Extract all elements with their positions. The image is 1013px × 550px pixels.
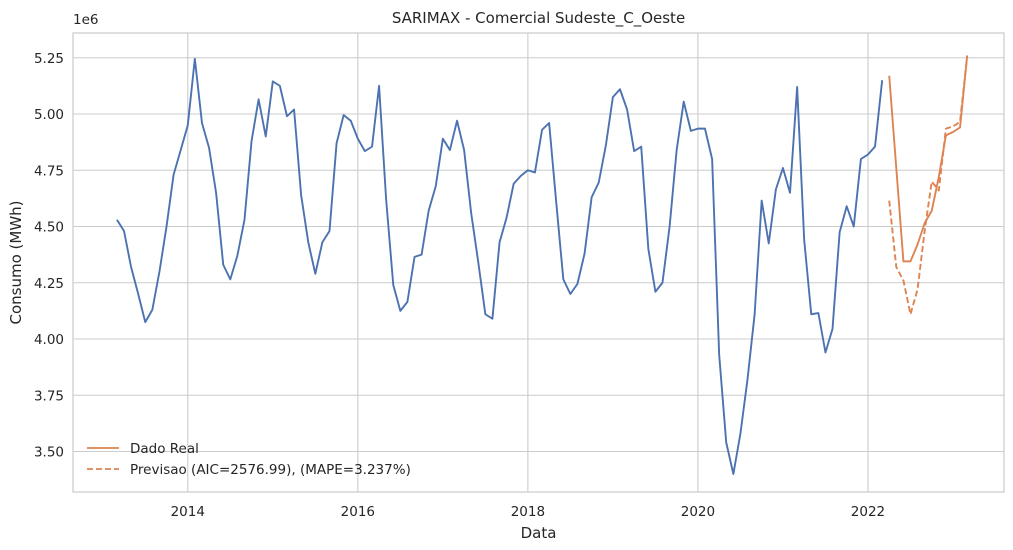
y-axis-label: Consumo (MWh) bbox=[7, 200, 25, 324]
x-tick-label: 2020 bbox=[681, 504, 715, 520]
legend-label-dado-real: Dado Real bbox=[130, 441, 199, 457]
series-layer bbox=[116, 55, 969, 475]
y-tick-label: 3.50 bbox=[34, 445, 64, 461]
x-tick-label: 2014 bbox=[171, 504, 205, 520]
y-tick-label: 3.75 bbox=[34, 388, 64, 404]
plot-frame bbox=[72, 32, 1005, 493]
chart-title: SARIMAX - Comercial Sudeste_C_Oeste bbox=[392, 9, 685, 28]
x-axis-label: Data bbox=[521, 524, 557, 542]
y-tick-label: 4.75 bbox=[34, 163, 64, 179]
y-tick-label: 4.50 bbox=[34, 220, 64, 236]
y-tick-label: 5.00 bbox=[34, 107, 64, 123]
series-line-history bbox=[116, 57, 884, 475]
legend: Dado Real Previsao (AIC=2576.99), (MAPE=… bbox=[87, 441, 411, 478]
x-tick-label: 2016 bbox=[341, 504, 375, 520]
x-tick-label: 2018 bbox=[511, 504, 545, 520]
legend-label-previsao: Previsao (AIC=2576.99), (MAPE=3.237%) bbox=[130, 462, 411, 478]
y-tick-label: 4.25 bbox=[34, 276, 64, 292]
series-line-forecast bbox=[888, 55, 969, 316]
y-axis-offset-text: 1e6 bbox=[73, 12, 98, 28]
x-tick-label: 2022 bbox=[851, 504, 885, 520]
y-tick-label: 5.25 bbox=[34, 51, 64, 67]
series-line-real bbox=[888, 55, 969, 263]
gridlines bbox=[73, 33, 1004, 492]
y-tick-label: 4.00 bbox=[34, 332, 64, 348]
tick-labels: 2014 2016 2018 2020 2022 3.50 3.75 4.00 4.25 4.50… bbox=[34, 51, 885, 520]
